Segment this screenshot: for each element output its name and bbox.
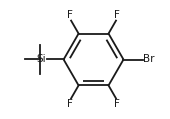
Text: Si: Si [36,55,46,64]
Text: F: F [114,99,120,109]
Text: F: F [67,99,73,109]
Text: F: F [114,10,120,20]
Text: F: F [67,10,73,20]
Text: Br: Br [143,55,155,64]
